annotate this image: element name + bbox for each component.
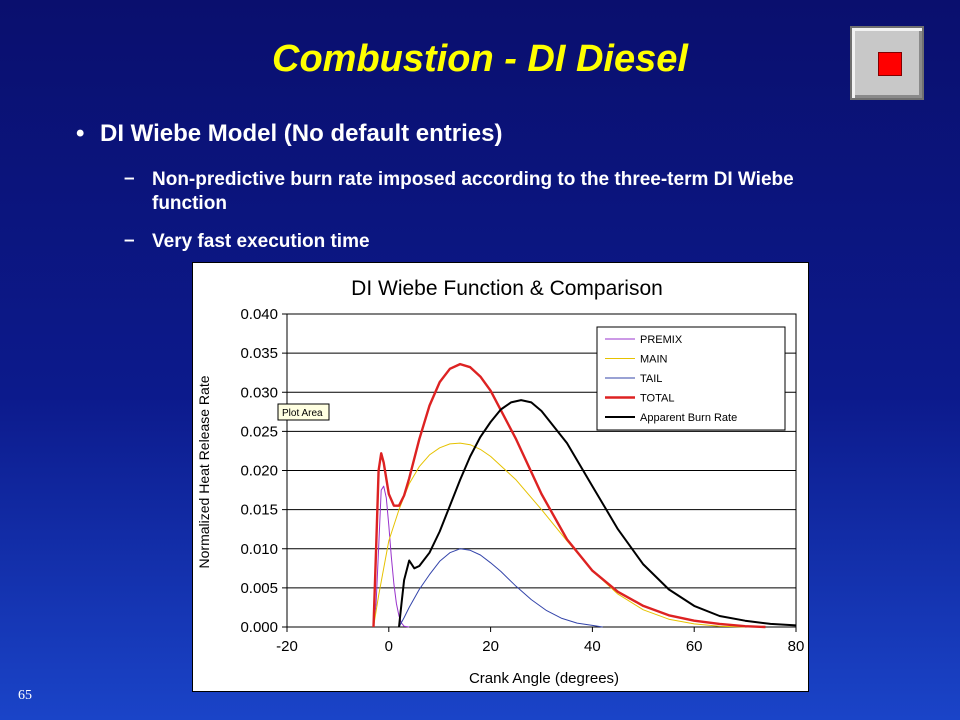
y-tick-label: 0.020 <box>240 463 278 480</box>
slide-title: Combustion - DI Diesel <box>272 38 688 80</box>
legend-label: PREMIX <box>640 334 683 346</box>
y-axis-label: Normalized Heat Release Rate <box>196 375 212 568</box>
x-tick-label: 60 <box>686 638 703 655</box>
x-tick-label: -20 <box>276 638 298 655</box>
x-tick-label: 40 <box>584 638 601 655</box>
y-tick-label: 0.000 <box>240 619 278 636</box>
chart-svg: DI Wiebe Function & Comparison Crank Ang… <box>192 262 809 692</box>
y-tick-label: 0.015 <box>240 502 278 519</box>
stop-button[interactable] <box>850 26 924 100</box>
dash-glyph: – <box>124 230 135 251</box>
legend-label: MAIN <box>640 354 668 366</box>
sub-bullet-1-text: Non-predictive burn rate imposed accordi… <box>152 169 794 214</box>
x-tick-label: 20 <box>482 638 499 655</box>
series-line-total <box>372 362 766 629</box>
plot-area-tooltip-text: Plot Area <box>282 408 323 419</box>
series-line-tail <box>398 548 603 628</box>
legend-label: TOTAL <box>640 393 674 405</box>
main-bullet-text: DI Wiebe Model (No default entries) <box>100 120 503 147</box>
sub-bullet-2-text: Very fast execution time <box>152 231 370 252</box>
y-tick-label: 0.035 <box>240 345 278 362</box>
plot-area-tooltip-box <box>277 403 330 421</box>
legend-label: TAIL <box>640 373 662 385</box>
y-tick-label: 0.040 <box>240 306 278 323</box>
series-line-apparent-burn-rate <box>398 399 797 628</box>
series-line-premix <box>373 485 410 628</box>
y-tick-label: 0.010 <box>240 541 278 558</box>
x-tick-label: 80 <box>788 638 805 655</box>
dash-glyph: – <box>124 168 135 189</box>
x-tick-label: 0 <box>385 638 393 655</box>
y-tick-label: 0.030 <box>240 384 278 401</box>
stop-square-icon <box>878 52 902 76</box>
page-number: 65 <box>18 688 32 703</box>
chart-title: DI Wiebe Function & Comparison <box>351 277 663 300</box>
bullet-glyph: • <box>76 120 85 147</box>
x-axis-label: Crank Angle (degrees) <box>469 670 619 687</box>
chart[interactable]: DI Wiebe Function & Comparison Crank Ang… <box>192 262 809 692</box>
y-tick-label: 0.025 <box>240 423 278 440</box>
y-tick-label: 0.005 <box>240 580 278 597</box>
legend-label: Apparent Burn Rate <box>640 412 737 424</box>
